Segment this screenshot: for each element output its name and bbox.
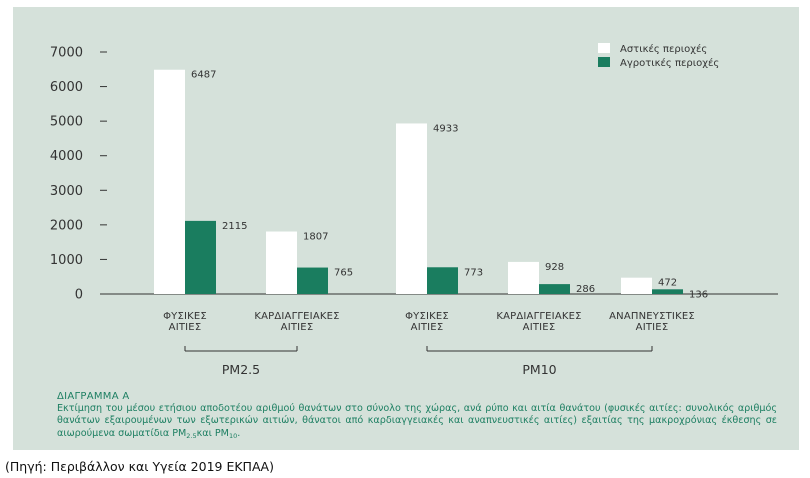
- x-category-label: ΑΙΤΙΕΣ: [169, 322, 202, 333]
- group-label: PM10: [522, 362, 556, 377]
- x-category-label: ΑΙΤΙΕΣ: [636, 322, 669, 333]
- x-category-label: ΑΙΤΙΕΣ: [411, 322, 444, 333]
- data-label-rural: 2115: [222, 221, 247, 232]
- bar-urban: [266, 231, 297, 294]
- group-label: PM2.5: [222, 362, 260, 377]
- data-label-urban: 6487: [191, 70, 216, 81]
- x-category-label: ΚΑΡΔΙΑΓΓΕΙΑΚΕΣ: [254, 311, 339, 322]
- y-tick-label: 5000: [50, 115, 83, 130]
- y-tick-label: 1000: [50, 253, 83, 268]
- legend: Αστικές περιοχές Αγροτικές περιοχές: [598, 43, 719, 69]
- data-label-urban: 472: [658, 278, 677, 289]
- y-tick-label: 4000: [50, 149, 83, 164]
- y-tick-label: 2000: [50, 218, 83, 233]
- y-tick-label: 7000: [50, 46, 83, 61]
- x-category-label: ΑΙΤΙΕΣ: [523, 322, 556, 333]
- caption-line-3: της μακροχρόνιας έκθεσης σε αιωρούμενα σ…: [57, 415, 777, 439]
- bar-urban: [621, 277, 652, 294]
- figure-caption: ΔΙΑΓΡΑΜΜΑ Α Εκτίμηση του μέσου ετήσιου α…: [57, 391, 777, 442]
- caption-heading: ΔΙΑΓΡΑΜΜΑ Α: [57, 391, 130, 402]
- source-note: (Πηγή: Περιβάλλον και Υγεία 2019 ΕΚΠΑΑ): [5, 459, 274, 474]
- data-label-urban: 4933: [433, 123, 458, 134]
- bar-rural: [652, 289, 683, 294]
- y-tick-label: 3000: [50, 184, 83, 199]
- bar-urban: [396, 123, 427, 295]
- legend-swatch-urban: [598, 43, 610, 53]
- legend-swatch-rural: [598, 57, 610, 67]
- x-category-label: ΑΙΤΙΕΣ: [281, 322, 314, 333]
- bar-rural: [297, 267, 328, 294]
- x-category-label: ΚΑΡΔΙΑΓΓΕΙΑΚΕΣ: [496, 311, 581, 322]
- caption-text: Εκτίμηση του μέσου ετήσιου αποδοτέου αρι…: [57, 403, 777, 442]
- data-label-rural: 773: [464, 267, 483, 278]
- caption-subscript-pm25: 2.5: [186, 431, 197, 440]
- bar-urban: [508, 261, 539, 294]
- bar-rural: [185, 220, 216, 294]
- caption-line-3-mid: και PM: [196, 427, 229, 439]
- bar-urban: [154, 69, 185, 294]
- data-label-rural: 286: [576, 284, 595, 295]
- x-category-label: ΑΝΑΠΝΕΥΣΤΙΚΕΣ: [609, 311, 695, 322]
- chart-panel: 0 1000 2000 3000 4000 5000 6000 7000 6487 1807 49…: [13, 7, 799, 450]
- x-category-label: ΦΥΣΙΚΕΣ: [163, 311, 207, 322]
- bars: [154, 69, 683, 295]
- data-label-urban: 1807: [303, 232, 328, 243]
- x-category-label: ΦΥΣΙΚΕΣ: [405, 311, 449, 322]
- x-category-labels: ΦΥΣΙΚΕΣΑΙΤΙΕΣΚΑΡΔΙΑΓΓΕΙΑΚΕΣΑΙΤΙΕΣΦΥΣΙΚΕΣ…: [163, 311, 695, 333]
- y-tick-label: 0: [75, 288, 83, 303]
- bar-chart: 0 1000 2000 3000 4000 5000 6000 7000 6487 1807 49…: [50, 43, 778, 377]
- caption-line-1: Εκτίμηση του μέσου ετήσιου αποδοτέου αρι…: [57, 403, 682, 414]
- caption-line-2: συνολικός αριθμός θανάτων εξαιρουμένων τ…: [57, 403, 777, 427]
- data-labels: 6487 1807 4933 928 472 2115 765 773 286 136: [191, 70, 708, 301]
- caption-subscript-pm10: 10: [228, 431, 238, 440]
- caption-line-3-end: .: [237, 427, 241, 439]
- y-tick-label: 6000: [50, 80, 83, 95]
- legend-label-rural: Αγροτικές περιοχές: [620, 57, 719, 69]
- bar-rural: [427, 267, 458, 294]
- group-brackets: PM2.5 PM10: [184, 346, 653, 377]
- bar-rural: [539, 284, 570, 294]
- data-label-rural: 136: [689, 289, 708, 300]
- data-label-rural: 765: [334, 268, 353, 279]
- data-label-urban: 928: [545, 262, 564, 273]
- legend-label-urban: Αστικές περιοχές: [620, 43, 707, 55]
